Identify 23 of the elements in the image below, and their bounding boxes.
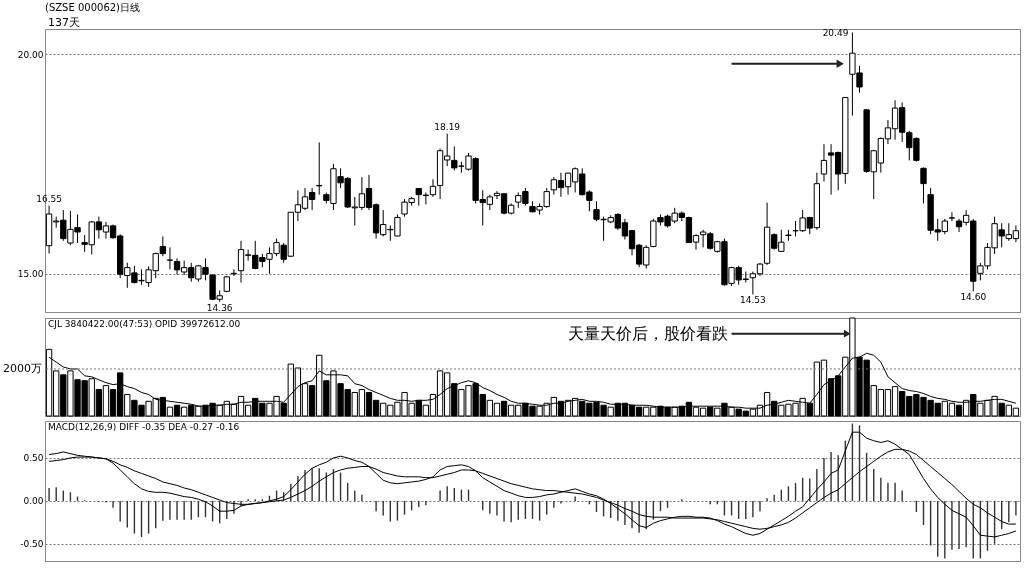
annotation: 16.55	[36, 193, 62, 204]
annotation: CJL 3840422.00(47:53) OPID 39972612.00	[48, 319, 241, 329]
y-tick-label: 20.00	[17, 49, 44, 60]
ref-line-label: 2000万	[3, 361, 42, 375]
line-series	[48, 431, 1017, 538]
annotation: 14.36	[206, 302, 233, 313]
annotation: 18.19	[434, 121, 461, 132]
annotation: MACD(12,26,9) DIFF -0.35 DEA -0.27 -0.16	[48, 422, 240, 432]
candlestick	[316, 141, 323, 196]
chart-title: (SZSE 000062)日线	[45, 2, 141, 13]
annotation: 14.60	[960, 292, 987, 303]
annotation: 14.53	[740, 295, 766, 306]
candlestick	[820, 143, 828, 182]
y-tick-label: -0.50	[20, 539, 44, 550]
candlestick	[948, 211, 956, 222]
candlestick	[166, 246, 174, 270]
y-tick-label: 15.00	[17, 269, 44, 280]
y-tick-label: 0.00	[23, 496, 44, 507]
annotation: 20.49	[822, 27, 849, 38]
y-tick-label: 0.50	[23, 453, 44, 464]
candlestick	[920, 166, 927, 204]
annotation: 天量天价后，股价看跌	[568, 323, 729, 343]
text: 137天	[48, 16, 80, 29]
